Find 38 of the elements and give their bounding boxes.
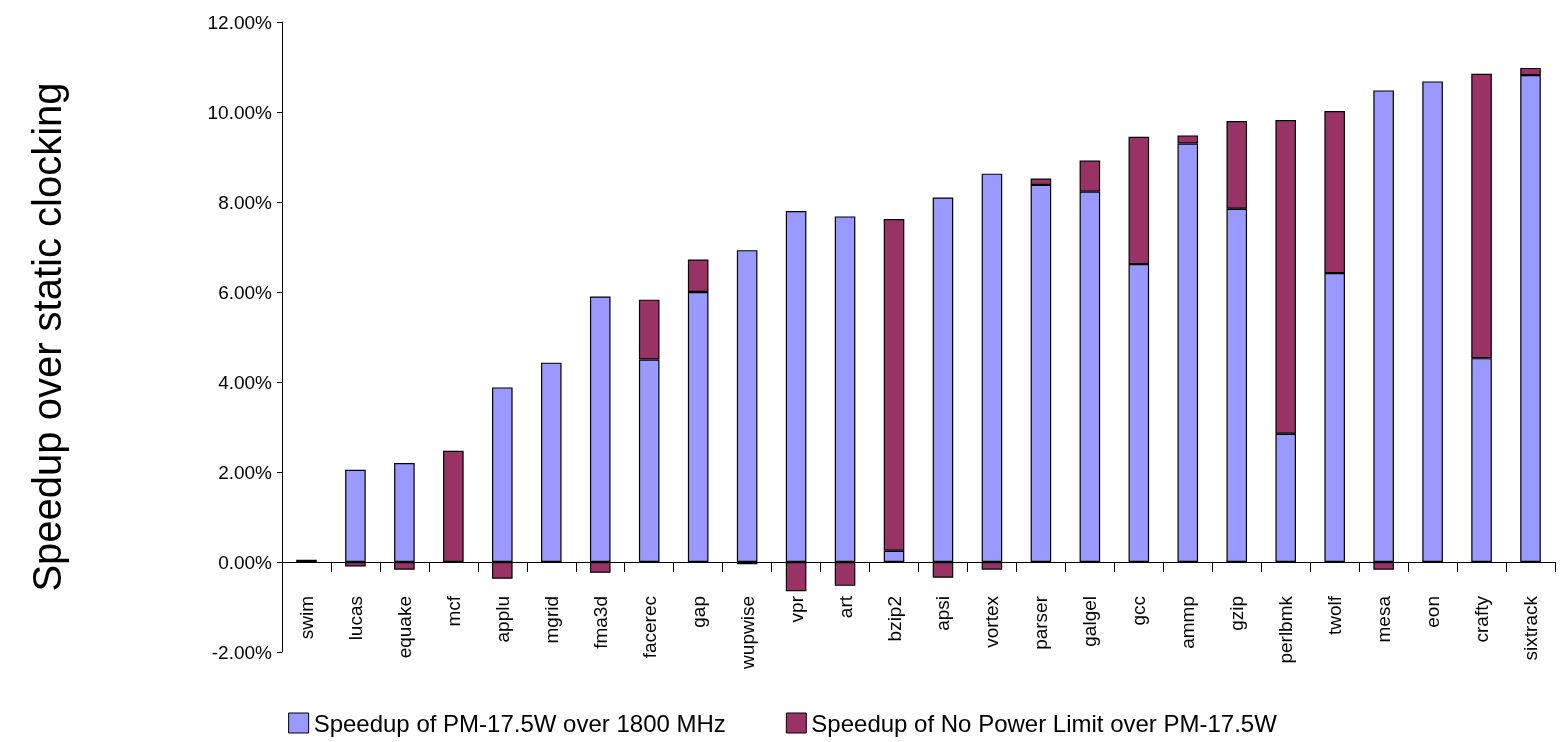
y-tick-label: 10.00%: [207, 101, 273, 123]
x-tick-label: gzip: [1226, 596, 1248, 631]
x-tick-label: gcc: [1128, 596, 1150, 626]
x-tick-label: facerec: [638, 596, 660, 659]
x-tick-label: wupwise: [736, 596, 758, 670]
x-tick-label: lucas: [344, 596, 366, 641]
x-tick-label: swim: [295, 596, 317, 640]
x-tick-label: bzip2: [883, 596, 905, 642]
x-tick-label: eon: [1422, 596, 1444, 628]
y-tick-label: 12.00%: [207, 11, 273, 33]
x-tick-label: applu: [491, 596, 513, 643]
x-tick-label: vpr: [785, 595, 807, 623]
y-tick-label: 6.00%: [218, 281, 273, 303]
bar: [736, 250, 758, 562]
x-tick-label: art: [834, 595, 856, 619]
x-tick-label: apsi: [932, 596, 954, 631]
x-tick-label: mgrid: [540, 596, 562, 644]
y-tick-label: 0.00%: [218, 551, 273, 573]
legend-label: Speedup of PM-17.5W over 1800 MHz: [313, 709, 726, 737]
x-tick-label: perlbmk: [1275, 595, 1297, 664]
x-tick-label: parser: [1030, 595, 1052, 650]
x-tick-label: fma3d: [589, 596, 611, 649]
x-tick-label: mcf: [442, 595, 464, 627]
x-tick-label: mesa: [1373, 595, 1395, 643]
y-tick-label: 8.00%: [218, 191, 273, 213]
y-tick-label: 2.00%: [218, 461, 273, 483]
y-axis-title: Speedup over static clocking: [25, 82, 69, 592]
y-tick-label: 4.00%: [218, 371, 273, 393]
x-tick-label: vortex: [981, 595, 1003, 648]
x-tick-label: sixtrack: [1520, 595, 1542, 661]
x-tick-label: galgel: [1079, 596, 1101, 647]
y-tick-label: -2.00%: [211, 641, 273, 663]
x-tick-label: equake: [393, 596, 415, 659]
x-tick-label: twolf: [1324, 595, 1346, 636]
legend-label: Speedup of No Power Limit over PM-17.5W: [811, 709, 1278, 737]
x-tick-label: crafty: [1471, 595, 1493, 643]
x-tick-label: gap: [687, 596, 709, 628]
x-tick-label: ammp: [1177, 596, 1199, 649]
